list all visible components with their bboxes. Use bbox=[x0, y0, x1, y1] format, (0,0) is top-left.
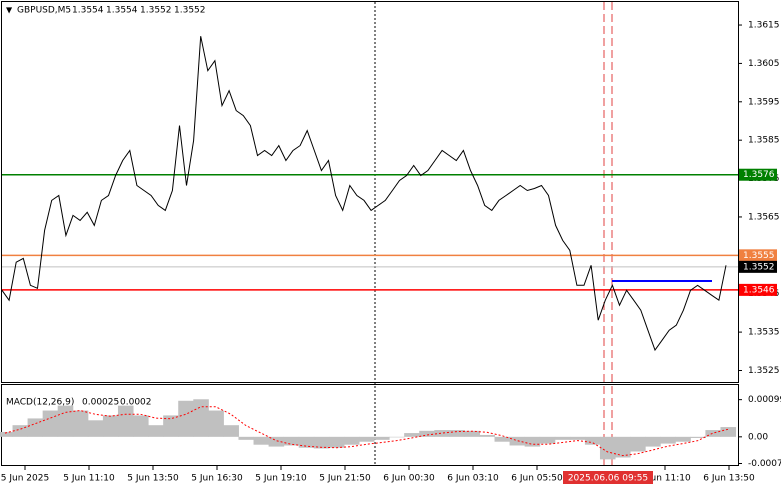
macd-reading: 0.0002 bbox=[120, 398, 152, 408]
header: ▼ GBPUSD,M5 bbox=[6, 6, 71, 16]
macd-tick-label: -0.00071 bbox=[748, 459, 781, 469]
macd-bar bbox=[313, 436, 330, 449]
macd-bar bbox=[615, 436, 631, 458]
macd-bar bbox=[404, 433, 420, 437]
macd-bar bbox=[539, 436, 556, 444]
menu-arrow: ▼ bbox=[6, 6, 13, 15]
y-tick-label: 1.3585 bbox=[748, 136, 780, 146]
macd-bar bbox=[599, 436, 616, 460]
macd-bar bbox=[268, 436, 285, 447]
macd-bar bbox=[419, 430, 435, 437]
y-tick-label: 1.3615 bbox=[748, 21, 780, 31]
y-tick-label: 1.3535 bbox=[748, 328, 780, 338]
macd-bar bbox=[163, 415, 179, 437]
macd-bar bbox=[42, 410, 59, 437]
y-tick-label: 1.3525 bbox=[748, 366, 780, 376]
macd-bar bbox=[690, 436, 706, 438]
macd-bar bbox=[524, 436, 541, 447]
price-line bbox=[1, 36, 727, 352]
level-label-box bbox=[739, 283, 777, 296]
macd-bar bbox=[343, 436, 360, 445]
x-tick-label: 5 Jun 11:10 bbox=[63, 474, 115, 484]
macd-bar bbox=[193, 399, 209, 437]
macd-bar bbox=[283, 436, 300, 446]
macd-bar bbox=[374, 436, 390, 440]
macd-bar bbox=[660, 436, 676, 444]
macd-bar bbox=[569, 436, 586, 440]
macd-bar bbox=[208, 410, 224, 437]
y-tick-label: 1.3595 bbox=[748, 97, 780, 107]
x-tick-label: 5 Jun 2025 bbox=[1, 474, 49, 484]
macd-bar bbox=[509, 436, 526, 446]
main-frame bbox=[1, 1, 739, 383]
macd-bar bbox=[57, 405, 74, 437]
macd-bar bbox=[554, 436, 571, 440]
macd-bar bbox=[479, 434, 496, 437]
ohlc-value: 1.3552 bbox=[174, 6, 206, 16]
y-tick-label: 1.3565 bbox=[748, 212, 780, 222]
macd-bar bbox=[705, 430, 721, 437]
macd-bar bbox=[27, 418, 44, 437]
macd-bar bbox=[0, 431, 14, 437]
macd-bar bbox=[223, 425, 239, 437]
macd-reading: 0.00025 bbox=[82, 398, 119, 408]
x-tick-label: 5 Jun 16:30 bbox=[191, 474, 243, 484]
macd-bar bbox=[720, 427, 737, 437]
symbol: GBPUSD,M5 bbox=[17, 6, 71, 16]
macd-bar bbox=[630, 436, 646, 452]
x-tick-label: 6 Jun 13:50 bbox=[703, 474, 755, 484]
macd-bar bbox=[358, 436, 375, 442]
level-label-box bbox=[739, 260, 777, 273]
macd-bar bbox=[253, 436, 270, 445]
macd-bar bbox=[449, 430, 465, 437]
macd-bar bbox=[238, 436, 255, 440]
macd-title: MACD(12,26,9) bbox=[6, 398, 74, 408]
cursor-label: 2025.06.06 09:55 bbox=[568, 474, 648, 484]
macd-bar bbox=[133, 415, 149, 437]
level-label: 1.3555 bbox=[743, 251, 775, 261]
macd-bar bbox=[87, 420, 104, 437]
macd-bar bbox=[117, 405, 134, 437]
macd-bar bbox=[434, 430, 450, 437]
cursor-label-box bbox=[563, 471, 653, 484]
x-tick-label: 5 Jun 13:50 bbox=[127, 474, 179, 484]
level-label-box bbox=[739, 249, 777, 262]
level-label-box bbox=[739, 168, 777, 181]
macd-bar bbox=[148, 425, 164, 437]
macd-bar bbox=[584, 436, 601, 445]
ohlc-value: 1.3554 bbox=[72, 6, 104, 16]
level-label: 1.3576 bbox=[743, 170, 775, 180]
macd-bar bbox=[389, 436, 405, 438]
macd-bar bbox=[102, 415, 119, 437]
signal-line bbox=[4, 406, 729, 457]
x-tick-label: 5 Jun 21:50 bbox=[319, 474, 371, 484]
x-tick-label: 6 Jun 11:10 bbox=[639, 474, 691, 484]
macd-tick-label: 0.00099 bbox=[748, 395, 781, 405]
macd-bar bbox=[494, 436, 511, 442]
macd-bar bbox=[72, 410, 89, 437]
macd-bar bbox=[328, 436, 345, 448]
macd-bar bbox=[178, 400, 194, 437]
macd-frame bbox=[1, 384, 739, 466]
y-tick-label: 1.3605 bbox=[748, 59, 780, 69]
x-tick-label: 6 Jun 05:50 bbox=[511, 474, 563, 484]
ohlc-value: 1.3554 bbox=[106, 6, 138, 16]
x-tick-label: 5 Jun 19:10 bbox=[255, 474, 307, 484]
macd-bar bbox=[464, 430, 480, 437]
macd-tick-label: 0.00 bbox=[748, 432, 768, 442]
macd-bar bbox=[12, 425, 29, 437]
level-label: 1.3552 bbox=[743, 262, 775, 272]
ohlc-value: 1.3552 bbox=[140, 6, 172, 16]
x-tick-label: 6 Jun 00:30 bbox=[383, 474, 435, 484]
macd-bar bbox=[675, 436, 691, 442]
level-label: 1.3546 bbox=[743, 285, 775, 295]
macd-bar bbox=[298, 436, 315, 448]
macd-bar bbox=[645, 436, 661, 447]
x-tick-label: 6 Jun 03:10 bbox=[447, 474, 499, 484]
